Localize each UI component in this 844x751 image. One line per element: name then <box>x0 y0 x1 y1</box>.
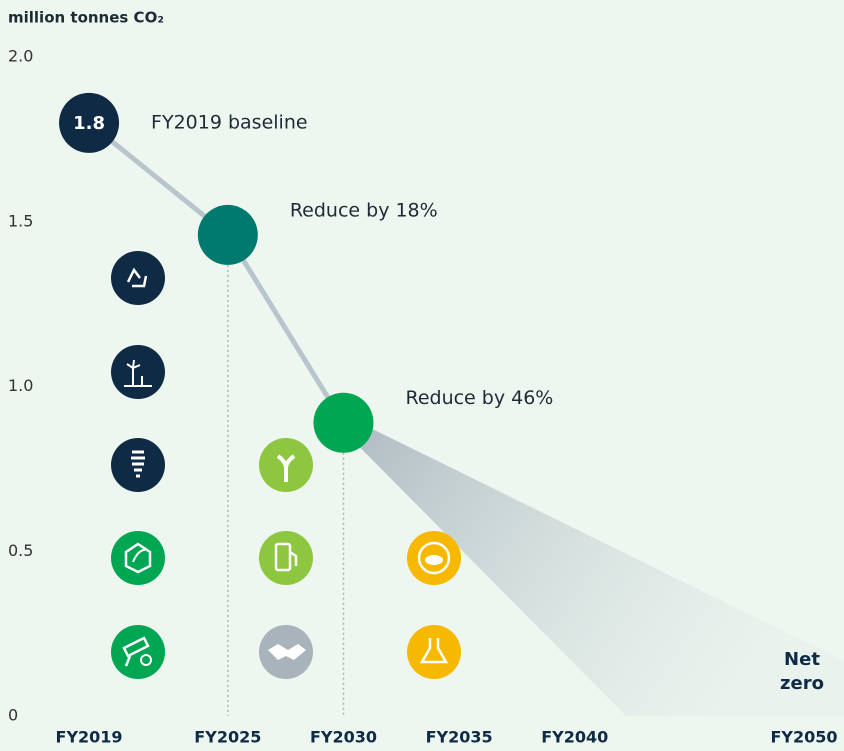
icon <box>111 625 165 679</box>
x-tick-label: FY2050 <box>770 728 837 747</box>
icon <box>407 625 461 679</box>
icon <box>111 345 165 399</box>
icon <box>407 531 461 585</box>
y-tick-label: 0 <box>8 706 18 725</box>
icon <box>111 251 165 305</box>
icon <box>259 625 313 679</box>
icon <box>111 438 165 492</box>
y-tick-label: 1.5 <box>8 211 33 230</box>
x-tick-label: FY2019 <box>56 728 123 747</box>
annotation: Reduce by 18% <box>290 199 438 221</box>
icon <box>259 438 313 492</box>
net-zero-label: Net zero <box>780 649 824 694</box>
x-tick-label: FY2030 <box>310 728 377 747</box>
y-axis-label: million tonnes CO₂ <box>8 9 164 27</box>
x-tick-label: FY2025 <box>194 728 261 747</box>
icons <box>111 251 461 679</box>
y-tick-label: 1.0 <box>8 376 33 395</box>
annotation: FY2019 baseline <box>151 111 308 133</box>
x-tick-label: FY2035 <box>426 728 493 747</box>
milestone <box>197 204 258 265</box>
milestone <box>59 92 120 153</box>
icon <box>259 531 313 585</box>
milestone <box>313 392 374 453</box>
y-tick-label: 0.5 <box>8 541 33 560</box>
y-tick-label: 2.0 <box>8 47 33 66</box>
icon <box>111 531 165 585</box>
net-zero-cone <box>343 414 844 716</box>
x-tick-label: FY2040 <box>541 728 608 747</box>
annotation: Reduce by 46% <box>405 387 553 409</box>
value-label: 1.8 <box>73 113 105 134</box>
